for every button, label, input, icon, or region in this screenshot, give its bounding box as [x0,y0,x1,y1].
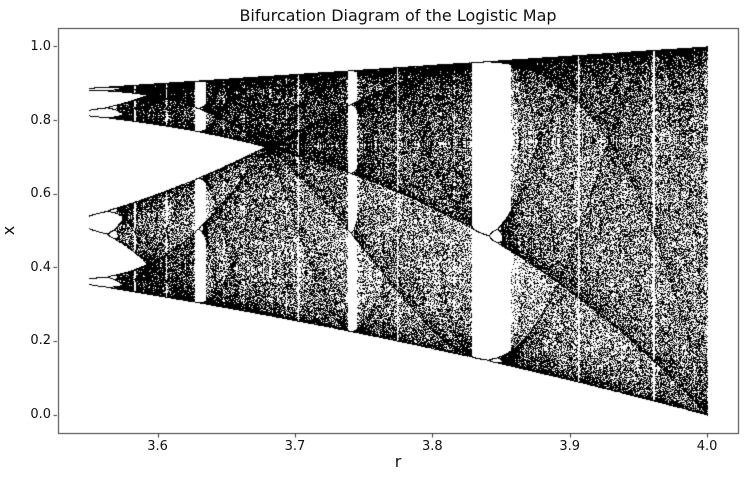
chart-title: Bifurcation Diagram of the Logistic Map [239,6,557,25]
x-tick-label: 3.8 [421,439,443,454]
x-tick-label: 3.9 [559,439,581,454]
y-tick-label: 0.4 [30,259,51,275]
x-axis-label: r [394,452,402,471]
x-tick-label: 3.6 [147,439,168,454]
y-tick-label: 0.0 [30,407,51,423]
y-tick-label: 0.6 [30,186,51,202]
y-axis-label: x [0,225,19,236]
x-tick-label: 3.7 [284,439,306,454]
x-tick-label: 4.0 [696,439,718,454]
y-tick-label: 1.0 [30,38,51,54]
y-tick-label: 0.2 [30,333,51,349]
y-tick-label: 0.8 [30,112,51,128]
